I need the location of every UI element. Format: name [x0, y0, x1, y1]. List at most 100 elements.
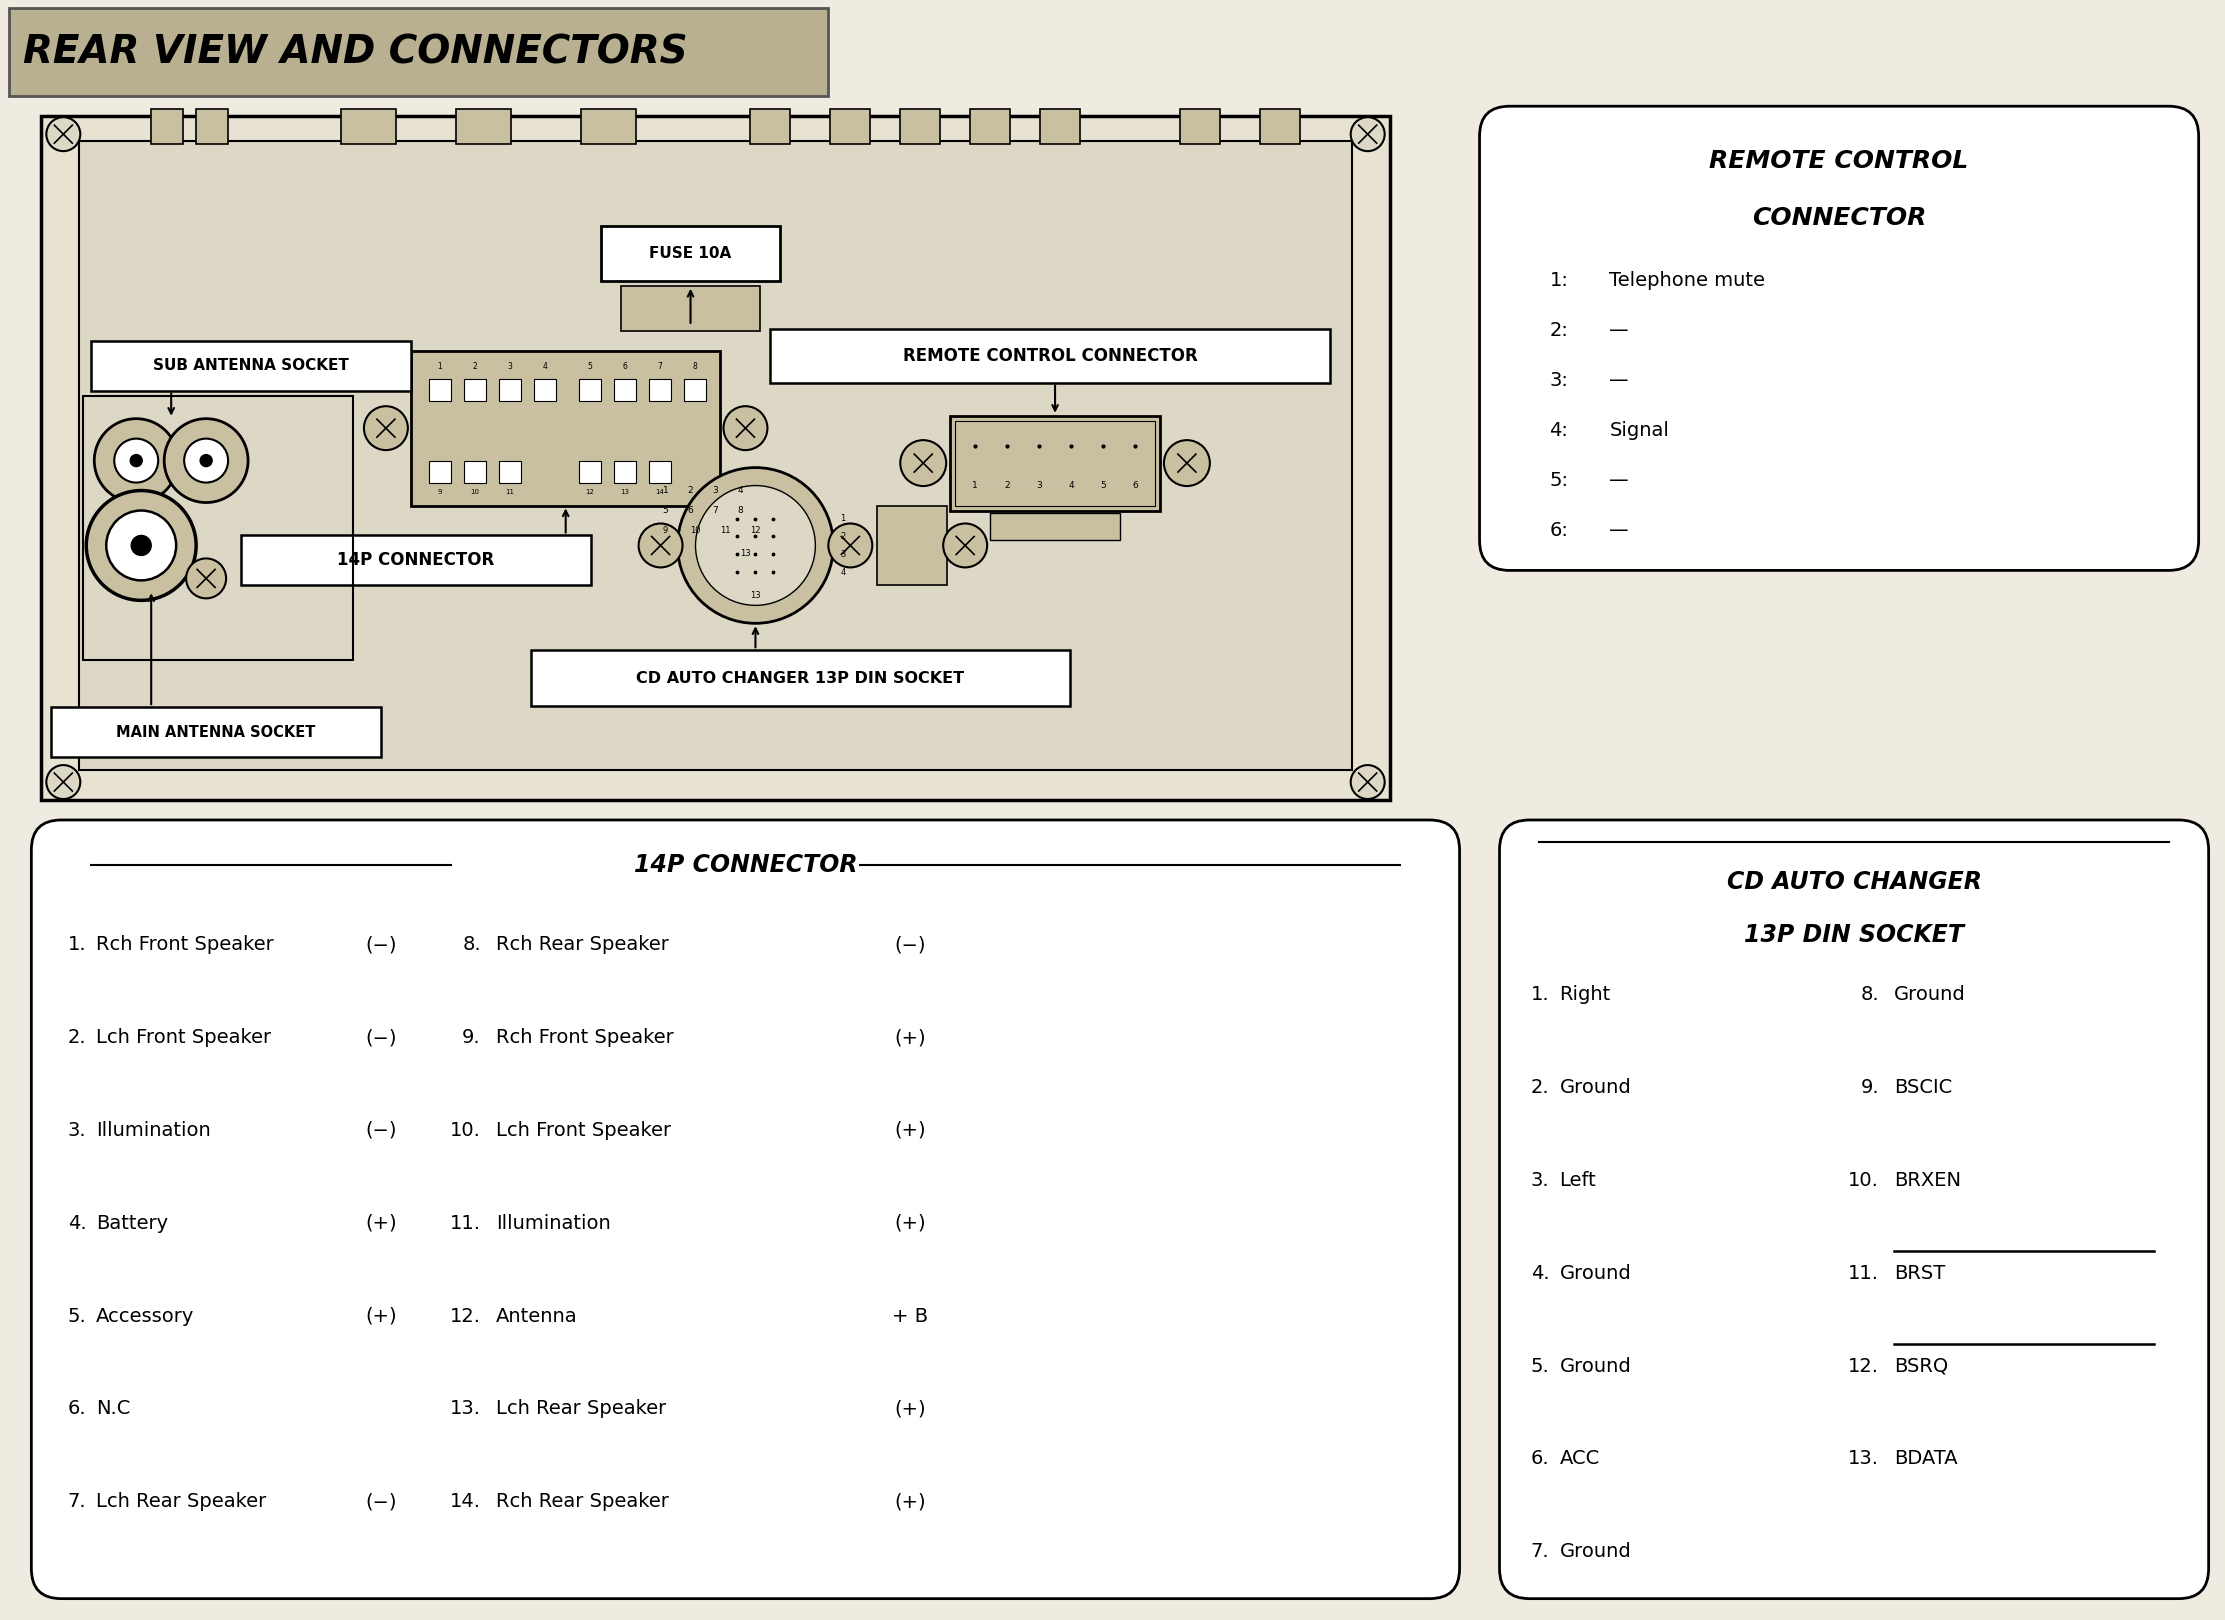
Text: (−): (−) [365, 1492, 396, 1511]
Circle shape [187, 559, 227, 598]
Text: BRXEN: BRXEN [1893, 1171, 1960, 1189]
Text: 9: 9 [663, 526, 668, 535]
Text: FUSE 10A: FUSE 10A [650, 246, 732, 261]
Bar [82, 395, 354, 661]
Bar [1039, 109, 1079, 144]
Text: 1:: 1: [1549, 272, 1569, 290]
Bar [340, 109, 396, 144]
Bar [80, 141, 1353, 770]
Text: ACC: ACC [1560, 1450, 1600, 1468]
Text: 6: 6 [688, 505, 694, 515]
Bar [955, 421, 1155, 505]
Text: CONNECTOR: CONNECTOR [1751, 206, 1927, 230]
FancyBboxPatch shape [31, 820, 1460, 1599]
Text: 11: 11 [505, 489, 514, 494]
Text: BRST: BRST [1893, 1264, 1945, 1283]
Text: Rch Front Speaker: Rch Front Speaker [496, 1029, 674, 1047]
Text: 7.: 7. [67, 1492, 87, 1511]
Text: (+): (+) [894, 1213, 926, 1233]
Text: 5.: 5. [1531, 1356, 1549, 1375]
Bar [650, 379, 672, 400]
Text: 2: 2 [841, 531, 846, 541]
Text: (−): (−) [365, 935, 396, 954]
Text: 10: 10 [690, 526, 701, 535]
Bar [42, 117, 1391, 800]
Text: 4: 4 [739, 486, 743, 496]
Circle shape [696, 486, 814, 606]
Text: (+): (+) [894, 1400, 926, 1419]
Text: 8: 8 [739, 505, 743, 515]
Text: 10.: 10. [1849, 1171, 1880, 1189]
Bar [534, 379, 556, 400]
Text: 4: 4 [543, 361, 547, 371]
Text: 1: 1 [663, 486, 668, 496]
Circle shape [87, 491, 196, 601]
Circle shape [639, 523, 683, 567]
Text: 1: 1 [972, 481, 979, 491]
Text: 1.: 1. [67, 935, 87, 954]
Text: 13.: 13. [449, 1400, 481, 1419]
Text: 12.: 12. [449, 1307, 481, 1325]
Text: 3:: 3: [1549, 371, 1569, 390]
Circle shape [1351, 117, 1384, 151]
Text: Lch Front Speaker: Lch Front Speaker [496, 1121, 672, 1140]
Bar [456, 109, 512, 144]
Text: 5: 5 [663, 505, 668, 515]
Text: —: — [1609, 371, 1629, 390]
Text: 1.: 1. [1531, 985, 1549, 1004]
Bar [750, 109, 790, 144]
Circle shape [93, 418, 178, 502]
Text: 9: 9 [438, 489, 443, 494]
Text: 5: 5 [587, 361, 592, 371]
Bar [950, 416, 1159, 510]
Text: 3: 3 [507, 361, 512, 371]
Bar [196, 109, 229, 144]
Text: Ground: Ground [1560, 1356, 1631, 1375]
Bar [498, 460, 521, 483]
Bar [240, 536, 590, 585]
Text: 12: 12 [750, 526, 761, 535]
Text: Lch Front Speaker: Lch Front Speaker [96, 1029, 271, 1047]
Circle shape [47, 117, 80, 151]
Text: 4: 4 [841, 569, 846, 577]
Text: BSRQ: BSRQ [1893, 1356, 1949, 1375]
Text: MAIN ANTENNA SOCKET: MAIN ANTENNA SOCKET [116, 724, 316, 740]
Bar [578, 379, 601, 400]
Circle shape [131, 536, 151, 556]
Bar [614, 379, 636, 400]
Text: 10: 10 [469, 489, 478, 494]
Text: Telephone mute: Telephone mute [1609, 272, 1764, 290]
Text: Ground: Ground [1560, 1542, 1631, 1562]
Text: 13: 13 [750, 591, 761, 599]
Text: 10.: 10. [449, 1121, 481, 1140]
Circle shape [828, 523, 872, 567]
Bar [532, 650, 1070, 706]
Text: 3: 3 [1037, 481, 1041, 491]
Text: 11.: 11. [449, 1213, 481, 1233]
Text: 13: 13 [741, 549, 750, 557]
Text: 4:: 4: [1549, 421, 1569, 441]
Bar [614, 460, 636, 483]
Circle shape [1164, 441, 1210, 486]
Text: Lch Rear Speaker: Lch Rear Speaker [96, 1492, 267, 1511]
Bar [901, 109, 941, 144]
Text: 2:: 2: [1549, 321, 1569, 340]
Text: 7: 7 [712, 505, 719, 515]
Text: Accessory: Accessory [96, 1307, 194, 1325]
Text: 7.: 7. [1531, 1542, 1549, 1562]
Text: CD AUTO CHANGER: CD AUTO CHANGER [1727, 870, 1982, 894]
Text: (+): (+) [365, 1307, 396, 1325]
Text: Ground: Ground [1560, 1264, 1631, 1283]
Circle shape [131, 455, 142, 467]
Text: 1: 1 [841, 514, 846, 523]
Text: —: — [1609, 522, 1629, 539]
Bar [91, 340, 412, 390]
Text: 8.: 8. [463, 935, 481, 954]
Bar [650, 460, 672, 483]
Text: 4.: 4. [67, 1213, 87, 1233]
Text: 1: 1 [438, 361, 443, 371]
Text: 3: 3 [841, 549, 846, 559]
Text: Illumination: Illumination [96, 1121, 211, 1140]
Bar [51, 708, 380, 757]
Bar [770, 329, 1331, 382]
